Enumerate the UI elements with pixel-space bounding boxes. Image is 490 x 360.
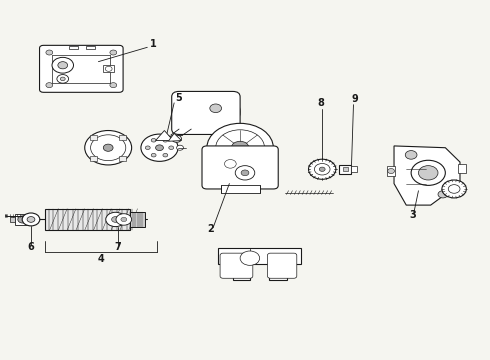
Text: 3: 3 <box>409 210 416 220</box>
Polygon shape <box>168 134 181 141</box>
Bar <box>339 165 351 174</box>
Circle shape <box>151 153 156 157</box>
Bar <box>130 212 145 227</box>
Bar <box>15 214 30 225</box>
Circle shape <box>46 50 53 55</box>
Text: 7: 7 <box>115 242 122 252</box>
Circle shape <box>210 104 221 113</box>
Circle shape <box>319 167 325 171</box>
Circle shape <box>60 77 65 81</box>
Text: 9: 9 <box>351 94 358 104</box>
Bar <box>90 156 97 161</box>
Circle shape <box>442 180 466 198</box>
Circle shape <box>57 75 69 83</box>
Wedge shape <box>70 74 98 85</box>
Polygon shape <box>156 131 173 140</box>
Circle shape <box>112 217 120 222</box>
Bar <box>90 135 97 140</box>
Circle shape <box>418 166 438 180</box>
Bar <box>119 135 126 140</box>
Circle shape <box>116 214 132 225</box>
Bar <box>220 185 260 193</box>
Circle shape <box>146 146 150 149</box>
Text: 6: 6 <box>27 242 34 252</box>
Circle shape <box>156 145 163 150</box>
Circle shape <box>163 139 168 142</box>
Circle shape <box>110 50 117 55</box>
Bar <box>351 166 357 172</box>
Bar <box>119 156 126 161</box>
Circle shape <box>151 139 156 142</box>
Circle shape <box>176 145 183 150</box>
Circle shape <box>207 123 273 172</box>
Circle shape <box>388 168 394 174</box>
FancyBboxPatch shape <box>220 253 253 278</box>
Circle shape <box>105 66 112 71</box>
Bar <box>45 209 130 230</box>
Polygon shape <box>218 248 301 280</box>
Bar <box>10 217 15 222</box>
Circle shape <box>231 141 249 154</box>
Circle shape <box>172 135 181 142</box>
Circle shape <box>46 83 53 87</box>
Text: 1: 1 <box>150 39 157 49</box>
Bar <box>343 167 347 171</box>
Circle shape <box>121 217 127 222</box>
Circle shape <box>27 217 35 222</box>
Circle shape <box>52 57 74 73</box>
Text: 4: 4 <box>98 255 104 265</box>
Bar <box>69 46 78 49</box>
Circle shape <box>22 213 40 226</box>
Text: 5: 5 <box>175 93 182 103</box>
Circle shape <box>18 216 27 223</box>
Circle shape <box>315 163 330 175</box>
Circle shape <box>235 166 255 180</box>
Text: 2: 2 <box>207 224 214 234</box>
Circle shape <box>216 130 265 166</box>
Polygon shape <box>394 146 460 205</box>
Circle shape <box>110 83 117 87</box>
Circle shape <box>240 251 260 265</box>
Circle shape <box>224 159 236 168</box>
FancyBboxPatch shape <box>202 146 278 189</box>
Circle shape <box>411 160 445 185</box>
Text: 8: 8 <box>318 99 325 108</box>
Circle shape <box>169 146 173 149</box>
Bar <box>458 164 466 173</box>
Circle shape <box>141 134 178 161</box>
FancyBboxPatch shape <box>268 253 297 278</box>
Circle shape <box>309 159 336 179</box>
FancyBboxPatch shape <box>172 91 240 134</box>
Circle shape <box>91 135 126 161</box>
Circle shape <box>241 170 249 176</box>
Circle shape <box>103 144 113 151</box>
Circle shape <box>438 191 448 198</box>
Circle shape <box>106 212 125 226</box>
Bar <box>387 166 395 176</box>
Circle shape <box>58 62 68 69</box>
Bar <box>103 64 114 72</box>
Circle shape <box>85 131 132 165</box>
Bar <box>86 46 95 49</box>
Circle shape <box>448 185 460 193</box>
Circle shape <box>405 150 417 159</box>
FancyBboxPatch shape <box>40 45 123 92</box>
Circle shape <box>163 153 168 157</box>
